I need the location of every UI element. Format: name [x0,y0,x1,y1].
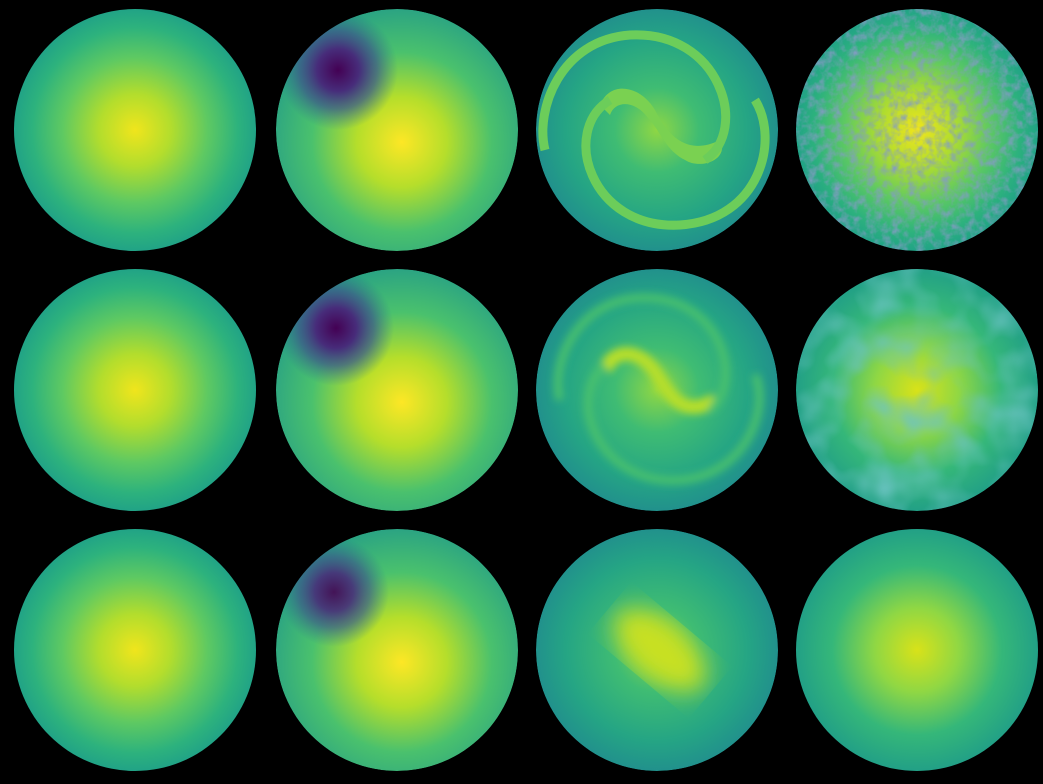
field-base [536,9,778,251]
field-base [536,269,778,511]
field-image [14,9,256,251]
field-image [536,9,778,251]
field-image [276,529,518,771]
field-noise [796,9,1038,251]
field-image [536,269,778,511]
field-noise [796,269,1038,511]
field-image [796,529,1038,771]
field-image [796,9,1038,251]
field-image [536,529,778,771]
field-image [276,269,518,511]
field-image [276,9,518,251]
page: (() => { const data = JSON.parse(documen… [0,0,1043,784]
field-image [14,529,256,771]
field-image [796,269,1038,511]
figure [0,0,1043,784]
field-image [14,269,256,511]
